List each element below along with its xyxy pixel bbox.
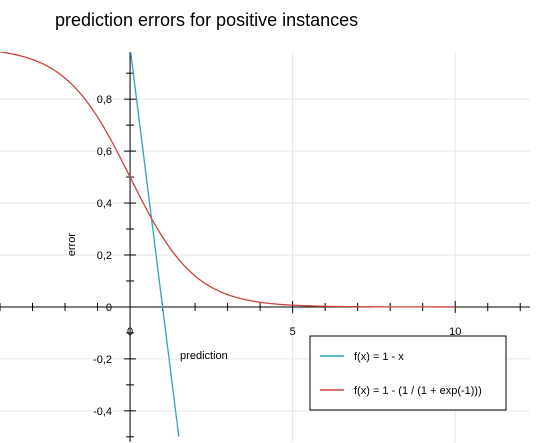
x-tick-label: 10 [449,326,461,338]
y-tick-label: 0 [106,302,112,314]
chart-title: prediction errors for positive instances [55,10,359,30]
plot-lines [0,52,456,437]
y-tick-label: 0,2 [97,250,112,262]
y-tick-label: 0,4 [97,198,112,210]
x-tick-label: 0 [127,326,133,338]
x-tick-label: 5 [290,326,296,338]
y-axis-label: error [66,233,78,257]
x-axis-label: prediction [180,350,228,362]
y-tick-label: -0,2 [93,354,112,366]
legend: f(x) = 1 - x f(x) = 1 - (1 / (1 + exp(-1)… [309,335,507,411]
y-tick-label: -0,4 [93,406,112,418]
series-line-2 [0,52,456,308]
legend-box [309,335,507,411]
y-tick-label: 0,6 [97,146,112,158]
y-tick-label: 0,8 [97,94,112,106]
series-line-1 [130,52,180,437]
legend-label: f(x) = 1 - x [354,351,404,363]
legend-label: f(x) = 1 - (1 / (1 + exp(-1))) [354,385,482,397]
